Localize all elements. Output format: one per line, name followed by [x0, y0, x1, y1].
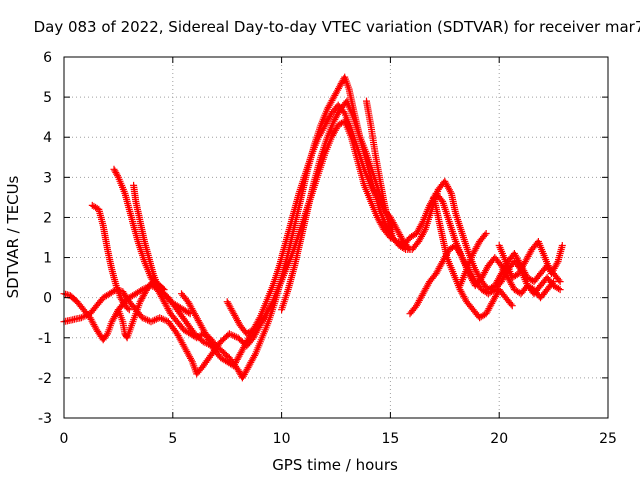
y-tick-labels: -3 -2 -1 0 1 2 3 4 5 6	[38, 50, 52, 427]
series-track-c	[88, 201, 133, 314]
plot-frame	[63, 56, 609, 419]
series-track-m	[456, 229, 490, 290]
y-axis-label: SDTVAR / TECUs	[4, 175, 22, 298]
x-tick-label: 25	[599, 431, 617, 447]
x-tick-label: 5	[168, 431, 177, 447]
x-tick-labels: 0 5 10 15 20 25	[60, 431, 617, 447]
y-tick-label: -3	[38, 411, 52, 427]
y-tick-label: 4	[43, 130, 52, 146]
series-track-l	[430, 193, 516, 322]
data-point-markers	[456, 229, 490, 290]
y-tick-label: 2	[43, 210, 52, 226]
chart-title: Day 083 of 2022, Sidereal Day-to-day VTE…	[34, 18, 640, 36]
series-track-f	[114, 278, 168, 342]
data-point-markers	[495, 238, 566, 282]
series-track-n	[495, 238, 566, 282]
y-tick-label: -1	[38, 331, 52, 347]
data-point-markers	[114, 278, 168, 342]
data-points	[60, 73, 566, 382]
data-point-markers	[88, 201, 133, 314]
data-point-markers	[363, 97, 397, 241]
x-tick-label: 15	[381, 431, 399, 447]
x-tick-label: 0	[60, 431, 69, 447]
y-tick-label: 5	[43, 90, 52, 106]
data-point-markers	[406, 242, 558, 318]
x-axis-label: GPS time / hours	[272, 456, 398, 474]
y-tick-label: 0	[43, 291, 52, 307]
y-tick-label: 1	[43, 251, 52, 267]
y-tick-label: 6	[43, 50, 52, 66]
series-track-k	[406, 242, 558, 318]
y-tick-label: -2	[38, 371, 52, 387]
y-tick-label: 3	[43, 170, 52, 186]
data-point-markers	[430, 193, 516, 322]
x-tick-label: 10	[273, 431, 291, 447]
x-tick-label: 20	[490, 431, 508, 447]
series-track-j	[363, 97, 397, 241]
